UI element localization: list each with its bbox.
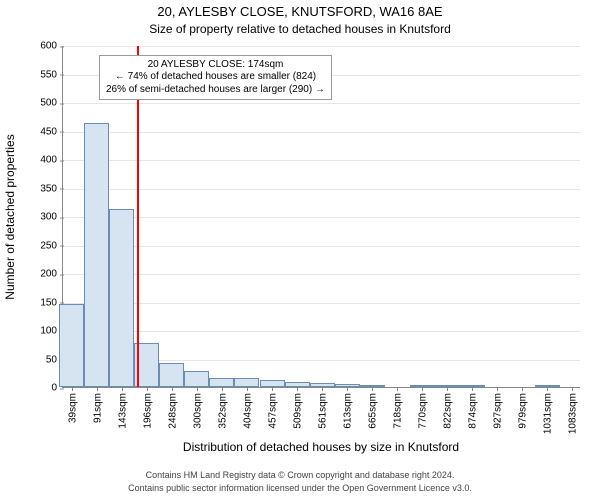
- gridline: [63, 103, 580, 104]
- annotation-line: ← 74% of detached houses are smaller (82…: [106, 71, 325, 84]
- gridline: [63, 331, 580, 332]
- x-tick-mark: [447, 387, 448, 391]
- histogram-bar: [159, 363, 184, 387]
- x-tick-label: 300sqm: [191, 393, 204, 429]
- x-tick-label: 196sqm: [141, 393, 154, 429]
- x-tick-mark: [472, 387, 473, 391]
- x-tick-label: 248sqm: [166, 393, 179, 429]
- footer-line-1: Contains HM Land Registry data © Crown c…: [0, 470, 600, 480]
- x-tick-mark: [272, 387, 273, 391]
- x-tick-label: 509sqm: [291, 393, 304, 429]
- x-tick-label: 979sqm: [516, 393, 529, 429]
- x-tick-mark: [347, 387, 348, 391]
- x-tick-mark: [72, 387, 73, 391]
- x-tick-mark: [397, 387, 398, 391]
- x-tick-label: 404sqm: [241, 393, 254, 429]
- histogram-bar: [184, 371, 209, 387]
- x-tick-label: 561sqm: [316, 393, 329, 429]
- histogram-bar: [335, 384, 360, 387]
- gridline: [63, 132, 580, 133]
- x-tick-mark: [122, 387, 123, 391]
- y-tick-label: 450: [40, 126, 63, 137]
- y-tick-label: 500: [40, 98, 63, 109]
- y-tick-label: 400: [40, 155, 63, 166]
- gridline: [63, 274, 580, 275]
- gridline: [63, 189, 580, 190]
- x-tick-mark: [422, 387, 423, 391]
- y-axis-label: Number of detached properties: [3, 134, 17, 299]
- histogram-bar: [209, 378, 234, 387]
- x-axis-label: Distribution of detached houses by size …: [62, 440, 580, 454]
- x-tick-label: 143sqm: [116, 393, 129, 429]
- histogram-bar: [435, 385, 460, 387]
- histogram-chart: 05010015020025030035040045050055060039sq…: [62, 46, 580, 388]
- histogram-bar: [84, 123, 109, 387]
- histogram-bar: [109, 209, 134, 387]
- histogram-bar: [260, 380, 285, 387]
- x-tick-mark: [297, 387, 298, 391]
- x-tick-mark: [572, 387, 573, 391]
- gridline: [63, 160, 580, 161]
- x-tick-label: 91sqm: [91, 393, 104, 423]
- page-title: 20, AYLESBY CLOSE, KNUTSFORD, WA16 8AE: [0, 4, 600, 19]
- x-tick-mark: [522, 387, 523, 391]
- histogram-bar: [234, 378, 259, 387]
- x-tick-mark: [172, 387, 173, 391]
- annotation-line: 20 AYLESBY CLOSE: 174sqm: [106, 59, 325, 72]
- x-tick-mark: [322, 387, 323, 391]
- y-tick-label: 350: [40, 183, 63, 194]
- annotation-box: 20 AYLESBY CLOSE: 174sqm← 74% of detache…: [99, 55, 332, 101]
- x-tick-label: 718sqm: [391, 393, 404, 429]
- x-tick-mark: [97, 387, 98, 391]
- footer-line-2: Contains public sector information licen…: [0, 483, 600, 493]
- x-tick-label: 457sqm: [266, 393, 279, 429]
- y-tick-label: 550: [40, 69, 63, 80]
- histogram-bar: [535, 385, 560, 387]
- x-tick-label: 874sqm: [466, 393, 479, 429]
- x-tick-label: 352sqm: [216, 393, 229, 429]
- x-tick-mark: [222, 387, 223, 391]
- y-tick-label: 600: [40, 41, 63, 52]
- gridline: [63, 217, 580, 218]
- gridline: [63, 246, 580, 247]
- x-tick-label: 1083sqm: [566, 393, 579, 434]
- y-tick-label: 250: [40, 240, 63, 251]
- x-tick-label: 39sqm: [66, 393, 79, 423]
- x-tick-mark: [197, 387, 198, 391]
- annotation-line: 26% of semi-detached houses are larger (…: [106, 84, 325, 97]
- x-tick-mark: [547, 387, 548, 391]
- x-tick-label: 927sqm: [491, 393, 504, 429]
- x-tick-mark: [247, 387, 248, 391]
- x-tick-label: 822sqm: [441, 393, 454, 429]
- histogram-bar: [310, 383, 335, 387]
- x-tick-label: 1031sqm: [541, 393, 554, 434]
- page-subtitle: Size of property relative to detached ho…: [0, 22, 600, 36]
- histogram-bar: [360, 385, 385, 387]
- histogram-bar: [59, 304, 84, 387]
- x-tick-mark: [497, 387, 498, 391]
- x-tick-label: 770sqm: [416, 393, 429, 429]
- x-tick-mark: [147, 387, 148, 391]
- y-tick-label: 200: [40, 269, 63, 280]
- x-tick-mark: [372, 387, 373, 391]
- gridline: [63, 46, 580, 47]
- histogram-bar: [460, 385, 485, 387]
- gridline: [63, 303, 580, 304]
- histogram-bar: [410, 385, 435, 387]
- x-tick-label: 613sqm: [341, 393, 354, 429]
- x-tick-label: 665sqm: [366, 393, 379, 429]
- histogram-bar: [285, 382, 310, 387]
- y-tick-label: 300: [40, 212, 63, 223]
